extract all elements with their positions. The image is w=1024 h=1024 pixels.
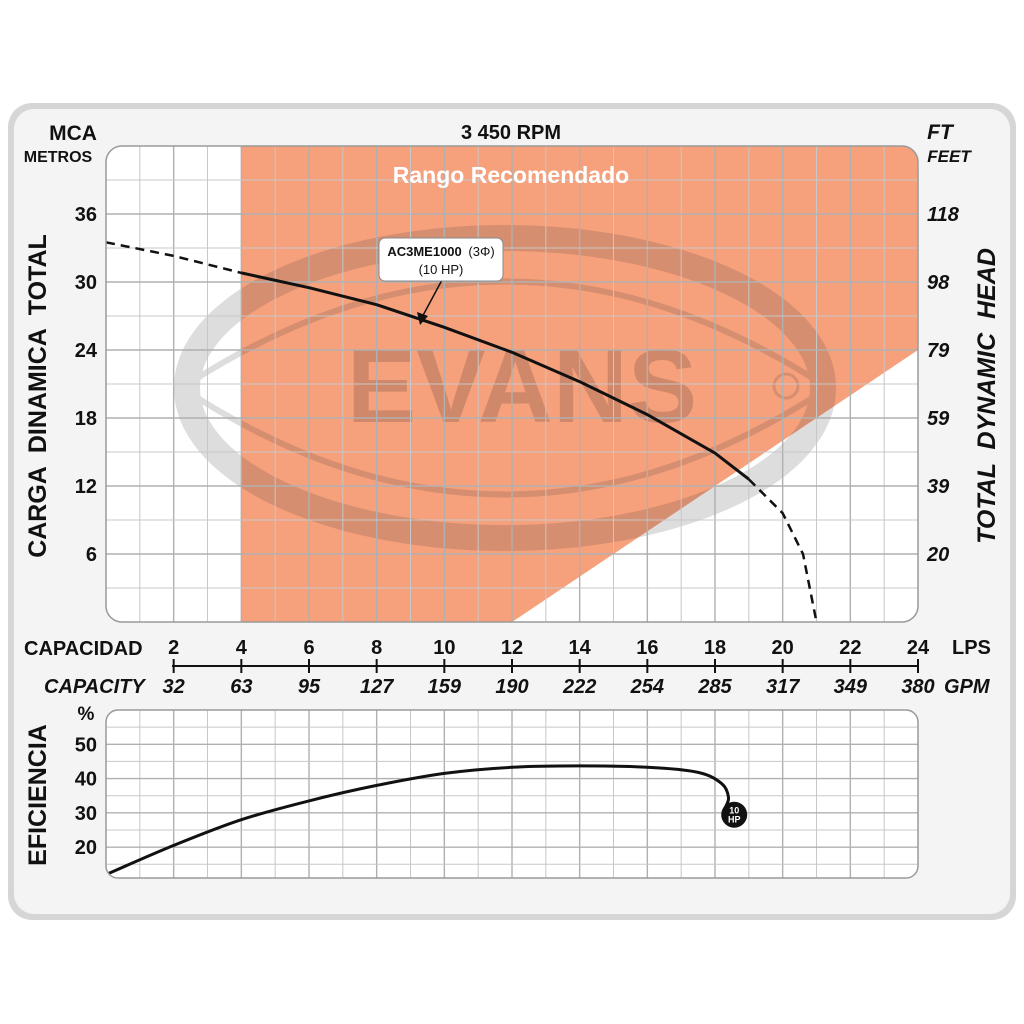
efficiency-grid [106,710,918,878]
x-tick-label: 22 [839,637,861,659]
chart-title: 3 450 RPM [461,122,561,144]
recommended-range-label: Rango Recomendado [393,162,629,188]
right-tick-label: 39 [927,476,950,498]
left-tick-label: 24 [75,340,98,362]
x-axis-secondary-unit: GPM [944,676,991,698]
left-tick-label: 6 [86,544,97,566]
x-secondary-tick-label: 159 [428,676,462,698]
right-tick-label: 118 [927,204,960,226]
callout-phase: (3Φ) [468,244,494,259]
badge-bottom: HP [728,815,741,825]
efficiency-unit: % [78,704,95,725]
efficiency-axis-ticks: 20 30 40 50 [75,734,97,859]
left-tick-label: 18 [75,408,97,430]
left-unit-sub: METROS [24,149,93,166]
efficiency-tick-label: 50 [75,734,97,756]
x-secondary-tick-label: 285 [697,676,732,698]
right-axis-label: TOTAL DYNAMIC HEAD [973,248,1001,544]
x-secondary-tick-label: 317 [766,676,800,698]
left-tick-label: 30 [75,272,97,294]
callout-model: AC3ME1000 [387,244,461,259]
right-tick-label: 98 [927,272,950,294]
badge-top: 10 [729,806,739,816]
left-tick-label: 12 [75,476,97,498]
efficiency-tick-label: 30 [75,803,97,825]
callout-power: (10 HP) [419,262,464,277]
head-curve-dashed-start [106,241,242,275]
left-axis-ticks: 6 12 18 24 30 36 [75,204,98,566]
x-axis-label: CAPACIDAD [24,638,143,660]
x-tick-label: 8 [371,637,382,659]
right-unit: FT [927,121,955,144]
evans-watermark: EVANS [174,225,836,551]
x-tick-label: 20 [772,637,794,659]
right-axis-ticks: 20 39 59 79 98 118 [926,204,960,566]
head-grid [106,146,918,622]
x-tick-label: 10 [433,637,455,659]
right-tick-label: 20 [926,544,949,566]
x-secondary-tick-label: 222 [562,676,596,698]
x-tick-label: 2 [168,637,179,659]
x-secondary-tick-label: 190 [495,676,528,698]
x-tick-label: 18 [704,637,726,659]
efficiency-tick-label: 20 [75,837,97,859]
x-axis-unit: LPS [952,637,991,659]
efficiency-curve [106,764,731,876]
right-tick-label: 59 [927,408,950,430]
x-tick-label: 12 [501,637,523,659]
head-curve [240,271,750,481]
svg-text:AC3ME1000 (3Φ): AC3ME1000 (3Φ) [387,244,494,259]
curve-callout: AC3ME1000 (3Φ) (10 HP) [378,237,504,325]
x-secondary-tick-label: 95 [298,676,321,698]
x-tick-label: 14 [569,637,592,659]
x-axis-ticks: 2 32 4 63 6 95 8 127 10 159 12 190 14 222 16 254 18 285 20… [163,637,935,698]
efficiency-label: EFICIENCIA [24,724,52,866]
x-secondary-tick-label: 349 [834,676,868,698]
head-curve-dashed-end [747,478,818,622]
x-secondary-tick-label: 32 [163,676,185,698]
left-unit: MCA [49,122,97,145]
left-axis-label: CARGA DINAMICA TOTAL [24,234,52,558]
x-axis-secondary-label: CAPACITY [44,676,146,698]
right-unit-sub: FEET [927,147,972,166]
watermark-text: EVANS [347,329,698,445]
x-tick-label: 16 [636,637,658,659]
x-tick-label: 6 [303,637,314,659]
x-tick-label: 24 [907,637,930,659]
x-secondary-tick-label: 127 [360,676,394,698]
head-plot: EVANS Rango Recomendado AC3ME1000 (3Φ) (… [105,145,919,623]
left-tick-label: 36 [75,204,97,226]
right-tick-label: 79 [927,340,950,362]
x-tick-label: 4 [236,637,248,659]
efficiency-badge: 10 HP [721,801,748,828]
x-secondary-tick-label: 254 [630,676,664,698]
x-secondary-tick-label: 63 [230,676,252,698]
x-secondary-tick-label: 380 [901,676,934,698]
efficiency-plot: 10 HP [105,709,919,879]
efficiency-tick-label: 40 [75,769,97,791]
